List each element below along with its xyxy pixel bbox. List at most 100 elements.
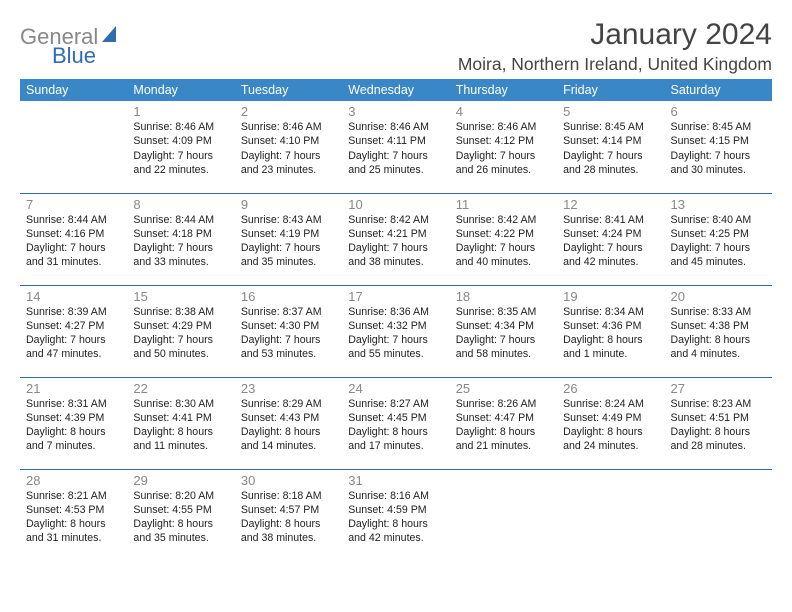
calendar-body: 1Sunrise: 8:46 AMSunset: 4:09 PMDaylight… [20, 101, 772, 561]
header: General January 2024 Moira, Northern Ire… [20, 18, 772, 75]
day-info: Sunrise: 8:27 AMSunset: 4:45 PMDaylight:… [348, 397, 443, 454]
calendar-day-cell: 28Sunrise: 8:21 AMSunset: 4:53 PMDayligh… [20, 469, 127, 561]
calendar-day-cell: 9Sunrise: 8:43 AMSunset: 4:19 PMDaylight… [235, 193, 342, 285]
day-number: 6 [671, 104, 766, 119]
day-info: Sunrise: 8:45 AMSunset: 4:15 PMDaylight:… [671, 120, 766, 177]
day-info: Sunrise: 8:26 AMSunset: 4:47 PMDaylight:… [456, 397, 551, 454]
day-info: Sunrise: 8:33 AMSunset: 4:38 PMDaylight:… [671, 305, 766, 362]
day-info: Sunrise: 8:46 AMSunset: 4:12 PMDaylight:… [456, 120, 551, 177]
day-number: 30 [241, 473, 336, 488]
calendar-day-cell: 3Sunrise: 8:46 AMSunset: 4:11 PMDaylight… [342, 101, 449, 193]
calendar-day-cell: 8Sunrise: 8:44 AMSunset: 4:18 PMDaylight… [127, 193, 234, 285]
day-info: Sunrise: 8:40 AMSunset: 4:25 PMDaylight:… [671, 213, 766, 270]
day-number: 8 [133, 197, 228, 212]
calendar-day-cell: 29Sunrise: 8:20 AMSunset: 4:55 PMDayligh… [127, 469, 234, 561]
calendar-day-cell: 10Sunrise: 8:42 AMSunset: 4:21 PMDayligh… [342, 193, 449, 285]
day-info: Sunrise: 8:34 AMSunset: 4:36 PMDaylight:… [563, 305, 658, 362]
day-info: Sunrise: 8:20 AMSunset: 4:55 PMDaylight:… [133, 489, 228, 546]
day-info: Sunrise: 8:39 AMSunset: 4:27 PMDaylight:… [26, 305, 121, 362]
logo-blue-row: Blue [52, 43, 112, 69]
calendar-day-cell [665, 469, 772, 561]
weekday-header: Saturday [665, 79, 772, 101]
weekday-header: Wednesday [342, 79, 449, 101]
calendar-day-cell: 5Sunrise: 8:45 AMSunset: 4:14 PMDaylight… [557, 101, 664, 193]
day-number: 28 [26, 473, 121, 488]
calendar-day-cell: 1Sunrise: 8:46 AMSunset: 4:09 PMDaylight… [127, 101, 234, 193]
calendar-week-row: 14Sunrise: 8:39 AMSunset: 4:27 PMDayligh… [20, 285, 772, 377]
day-number: 13 [671, 197, 766, 212]
calendar-day-cell: 4Sunrise: 8:46 AMSunset: 4:12 PMDaylight… [450, 101, 557, 193]
calendar-day-cell: 17Sunrise: 8:36 AMSunset: 4:32 PMDayligh… [342, 285, 449, 377]
day-info: Sunrise: 8:44 AMSunset: 4:18 PMDaylight:… [133, 213, 228, 270]
day-number: 25 [456, 381, 551, 396]
weekday-header: Monday [127, 79, 234, 101]
calendar-day-cell: 30Sunrise: 8:18 AMSunset: 4:57 PMDayligh… [235, 469, 342, 561]
day-info: Sunrise: 8:24 AMSunset: 4:49 PMDaylight:… [563, 397, 658, 454]
day-number: 26 [563, 381, 658, 396]
day-info: Sunrise: 8:44 AMSunset: 4:16 PMDaylight:… [26, 213, 121, 270]
day-info: Sunrise: 8:45 AMSunset: 4:14 PMDaylight:… [563, 120, 658, 177]
day-info: Sunrise: 8:30 AMSunset: 4:41 PMDaylight:… [133, 397, 228, 454]
calendar-day-cell: 12Sunrise: 8:41 AMSunset: 4:24 PMDayligh… [557, 193, 664, 285]
calendar-day-cell: 15Sunrise: 8:38 AMSunset: 4:29 PMDayligh… [127, 285, 234, 377]
weekday-header: Thursday [450, 79, 557, 101]
weekday-header: Sunday [20, 79, 127, 101]
day-number: 3 [348, 104, 443, 119]
day-info: Sunrise: 8:46 AMSunset: 4:09 PMDaylight:… [133, 120, 228, 177]
calendar-day-cell: 19Sunrise: 8:34 AMSunset: 4:36 PMDayligh… [557, 285, 664, 377]
day-info: Sunrise: 8:43 AMSunset: 4:19 PMDaylight:… [241, 213, 336, 270]
day-number: 10 [348, 197, 443, 212]
calendar-week-row: 21Sunrise: 8:31 AMSunset: 4:39 PMDayligh… [20, 377, 772, 469]
calendar-week-row: 28Sunrise: 8:21 AMSunset: 4:53 PMDayligh… [20, 469, 772, 561]
calendar-day-cell: 11Sunrise: 8:42 AMSunset: 4:22 PMDayligh… [450, 193, 557, 285]
day-number: 7 [26, 197, 121, 212]
day-number: 12 [563, 197, 658, 212]
calendar-day-cell: 27Sunrise: 8:23 AMSunset: 4:51 PMDayligh… [665, 377, 772, 469]
calendar-week-row: 1Sunrise: 8:46 AMSunset: 4:09 PMDaylight… [20, 101, 772, 193]
day-number: 23 [241, 381, 336, 396]
day-info: Sunrise: 8:29 AMSunset: 4:43 PMDaylight:… [241, 397, 336, 454]
calendar-day-cell: 2Sunrise: 8:46 AMSunset: 4:10 PMDaylight… [235, 101, 342, 193]
calendar-week-row: 7Sunrise: 8:44 AMSunset: 4:16 PMDaylight… [20, 193, 772, 285]
day-info: Sunrise: 8:46 AMSunset: 4:10 PMDaylight:… [241, 120, 336, 177]
day-number: 17 [348, 289, 443, 304]
day-number: 14 [26, 289, 121, 304]
day-info: Sunrise: 8:46 AMSunset: 4:11 PMDaylight:… [348, 120, 443, 177]
day-info: Sunrise: 8:38 AMSunset: 4:29 PMDaylight:… [133, 305, 228, 362]
calendar-day-cell: 16Sunrise: 8:37 AMSunset: 4:30 PMDayligh… [235, 285, 342, 377]
calendar-day-cell: 20Sunrise: 8:33 AMSunset: 4:38 PMDayligh… [665, 285, 772, 377]
day-number: 18 [456, 289, 551, 304]
calendar-day-cell: 24Sunrise: 8:27 AMSunset: 4:45 PMDayligh… [342, 377, 449, 469]
day-number: 16 [241, 289, 336, 304]
calendar-day-cell: 26Sunrise: 8:24 AMSunset: 4:49 PMDayligh… [557, 377, 664, 469]
day-number: 2 [241, 104, 336, 119]
calendar-head: SundayMondayTuesdayWednesdayThursdayFrid… [20, 79, 772, 101]
weekday-header: Tuesday [235, 79, 342, 101]
calendar-day-cell: 21Sunrise: 8:31 AMSunset: 4:39 PMDayligh… [20, 377, 127, 469]
day-number: 4 [456, 104, 551, 119]
day-number: 27 [671, 381, 766, 396]
day-number: 31 [348, 473, 443, 488]
day-info: Sunrise: 8:31 AMSunset: 4:39 PMDaylight:… [26, 397, 121, 454]
logo-text-blue: Blue [52, 43, 96, 68]
weekday-row: SundayMondayTuesdayWednesdayThursdayFrid… [20, 79, 772, 101]
calendar-table: SundayMondayTuesdayWednesdayThursdayFrid… [20, 79, 772, 561]
calendar-day-cell: 31Sunrise: 8:16 AMSunset: 4:59 PMDayligh… [342, 469, 449, 561]
title-block: January 2024 Moira, Northern Ireland, Un… [458, 18, 772, 75]
day-info: Sunrise: 8:41 AMSunset: 4:24 PMDaylight:… [563, 213, 658, 270]
weekday-header: Friday [557, 79, 664, 101]
calendar-day-cell: 18Sunrise: 8:35 AMSunset: 4:34 PMDayligh… [450, 285, 557, 377]
calendar-day-cell: 6Sunrise: 8:45 AMSunset: 4:15 PMDaylight… [665, 101, 772, 193]
day-info: Sunrise: 8:36 AMSunset: 4:32 PMDaylight:… [348, 305, 443, 362]
calendar-day-cell: 7Sunrise: 8:44 AMSunset: 4:16 PMDaylight… [20, 193, 127, 285]
day-number: 11 [456, 197, 551, 212]
day-number: 24 [348, 381, 443, 396]
day-number: 9 [241, 197, 336, 212]
day-number: 20 [671, 289, 766, 304]
day-info: Sunrise: 8:35 AMSunset: 4:34 PMDaylight:… [456, 305, 551, 362]
calendar-day-cell: 25Sunrise: 8:26 AMSunset: 4:47 PMDayligh… [450, 377, 557, 469]
day-number: 19 [563, 289, 658, 304]
calendar-day-cell [557, 469, 664, 561]
calendar-day-cell: 23Sunrise: 8:29 AMSunset: 4:43 PMDayligh… [235, 377, 342, 469]
day-info: Sunrise: 8:23 AMSunset: 4:51 PMDaylight:… [671, 397, 766, 454]
